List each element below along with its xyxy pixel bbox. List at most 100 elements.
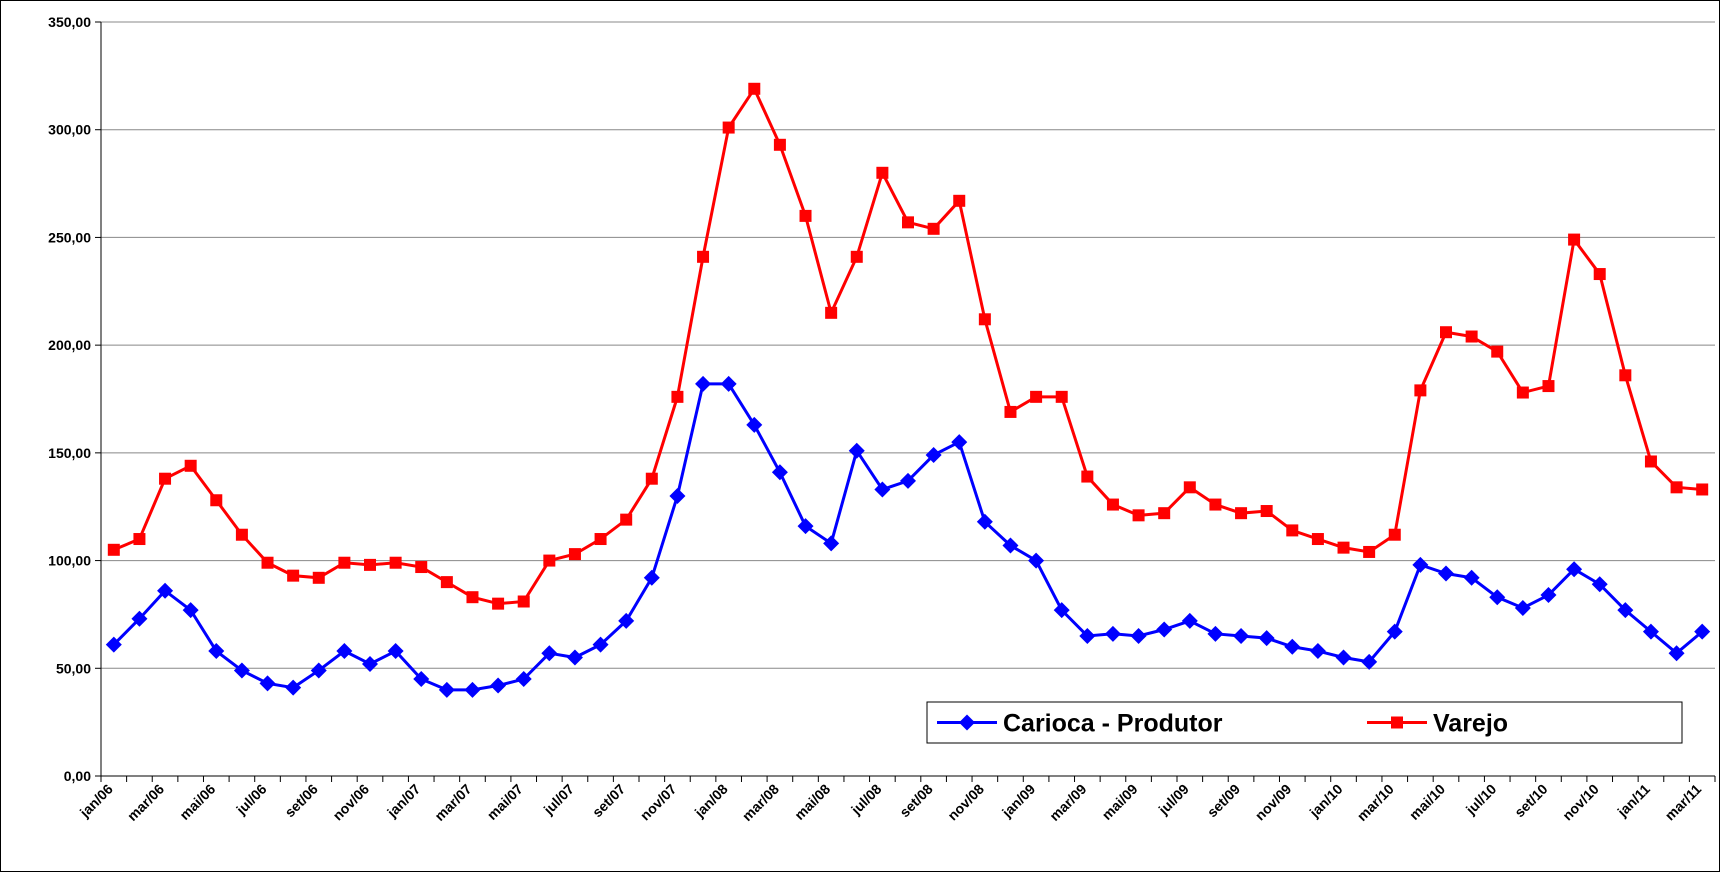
data-point <box>159 472 172 485</box>
data-point <box>1361 653 1378 670</box>
data-point <box>773 138 786 151</box>
data-point <box>1617 602 1634 619</box>
data-point <box>492 597 505 610</box>
data-point <box>925 447 942 464</box>
data-point <box>645 472 658 485</box>
data-point <box>1235 507 1248 520</box>
data-point <box>568 548 581 561</box>
data-point <box>746 416 763 433</box>
data-point <box>1514 599 1531 616</box>
data-point <box>697 250 710 263</box>
data-point <box>1286 524 1299 537</box>
data-point <box>1696 483 1709 496</box>
data-point <box>259 675 276 692</box>
data-point <box>797 518 814 535</box>
data-point <box>105 636 122 653</box>
data-point <box>1055 390 1068 403</box>
data-point <box>517 595 530 608</box>
data-point <box>1363 545 1376 558</box>
data-point <box>1593 268 1606 281</box>
data-point <box>364 558 376 571</box>
data-point <box>1489 589 1506 606</box>
data-point <box>413 671 430 688</box>
data-point <box>771 464 788 481</box>
data-point <box>464 681 481 698</box>
data-point <box>182 602 199 619</box>
data-point <box>669 487 686 504</box>
data-point <box>415 561 428 574</box>
data-point <box>825 306 838 319</box>
data-point <box>643 569 660 586</box>
data-point <box>900 472 916 489</box>
data-point <box>1183 481 1196 494</box>
legend-marker <box>1391 716 1403 729</box>
data-point <box>976 513 993 530</box>
data-point <box>748 82 761 95</box>
data-point <box>722 121 735 134</box>
data-point <box>131 610 148 627</box>
data-point <box>620 513 633 526</box>
data-point <box>823 535 840 552</box>
legend-label: Varejo <box>1433 710 1508 738</box>
data-point <box>285 679 302 696</box>
data-point <box>720 375 737 392</box>
data-point <box>1335 649 1352 666</box>
legend: Carioca - Produtor Varejo <box>926 701 1683 744</box>
data-point <box>287 569 300 582</box>
data-point <box>210 494 223 507</box>
data-point <box>1081 470 1094 483</box>
data-point <box>1668 645 1685 662</box>
data-point <box>1491 345 1504 358</box>
data-point <box>1106 498 1119 511</box>
data-point <box>618 612 635 629</box>
data-point <box>1209 498 1222 511</box>
data-point <box>1004 405 1017 418</box>
data-point <box>1591 576 1608 593</box>
data-point <box>543 554 556 567</box>
data-point <box>157 582 174 599</box>
data-point <box>1670 481 1683 494</box>
y-tick-label: 200,00 <box>48 337 91 353</box>
data-point <box>1694 623 1711 640</box>
data-point <box>1465 330 1478 343</box>
data-point <box>1207 625 1224 642</box>
data-point <box>1463 569 1480 586</box>
data-point <box>1181 612 1198 629</box>
data-point <box>1440 326 1452 339</box>
data-point <box>1566 561 1583 578</box>
data-point <box>876 166 889 179</box>
data-point <box>927 222 940 235</box>
data-point <box>541 645 558 662</box>
data-point <box>387 643 404 660</box>
data-point <box>1516 386 1529 399</box>
data-point <box>1260 505 1273 518</box>
data-point <box>1642 623 1659 640</box>
y-tick-label: 350,00 <box>48 14 91 30</box>
data-point <box>1337 541 1350 554</box>
data-point <box>848 442 865 459</box>
data-point <box>107 543 120 556</box>
data-point <box>515 671 532 688</box>
data-point <box>1130 627 1147 644</box>
data-point <box>490 677 507 694</box>
data-point <box>592 636 609 653</box>
data-point <box>1540 587 1557 604</box>
y-tick-label: 0,00 <box>64 768 91 784</box>
data-point <box>799 209 812 222</box>
legend-box <box>926 701 1683 744</box>
data-point <box>184 459 197 472</box>
y-tick-label: 100,00 <box>48 553 91 569</box>
legend-label: Carioca - Produtor <box>1003 710 1223 738</box>
data-point <box>1158 507 1171 520</box>
data-point <box>362 655 378 672</box>
data-point <box>1030 390 1043 403</box>
data-point <box>1438 565 1454 582</box>
data-point <box>1002 537 1019 554</box>
data-point <box>1053 602 1070 619</box>
data-point <box>233 662 250 679</box>
y-tick-label: 50,00 <box>56 660 91 676</box>
data-point <box>594 533 607 546</box>
data-point <box>336 643 353 660</box>
data-point <box>389 556 402 569</box>
